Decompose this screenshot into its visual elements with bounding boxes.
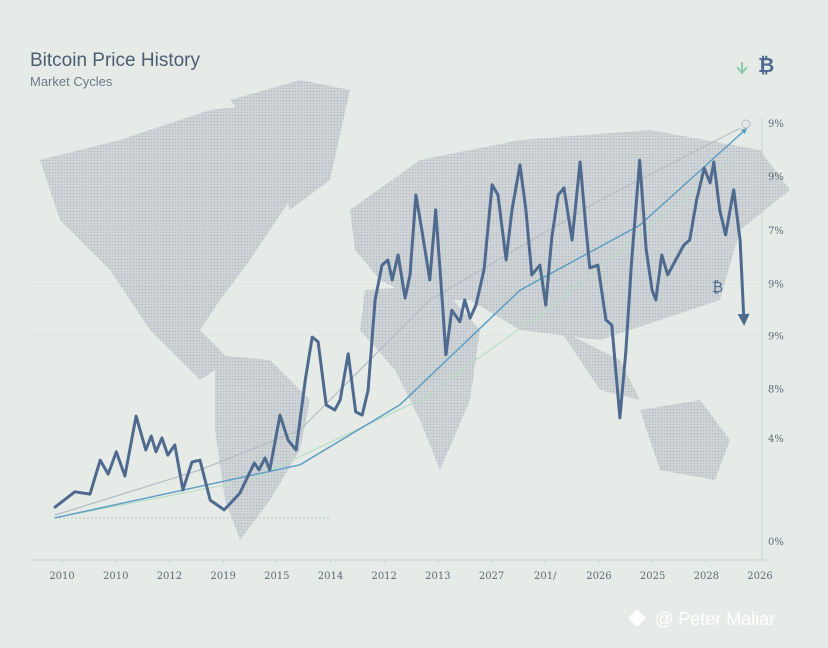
bitcoin-marker: ₿ [712,279,723,296]
x-tick-label: 2010 [49,571,74,582]
y-tick-label: 4% [768,434,784,445]
x-tick-label: 2026 [747,571,772,582]
x-tick-label: 2025 [640,571,665,582]
x-tick-label: 2019 [210,571,235,582]
series-line [54,127,741,516]
series-line [54,159,731,519]
series-line [54,127,748,519]
x-tick-label: 2026 [586,571,611,582]
down-icon [736,62,748,75]
x-tick-label: 201/ [534,571,557,582]
x-tick-label: 2013 [425,571,450,582]
x-tick-label: 2028 [694,571,719,582]
series-line [53,158,750,512]
x-tick-label: 2012 [371,571,396,582]
x-tick-label: 2015 [264,571,289,582]
bitcoin-badge: ₿ [758,55,774,77]
x-tick-label: 2014 [318,571,343,582]
x-tick-label: 2012 [157,571,182,582]
y-tick-label: 8% [768,385,784,396]
x-tick-label: 2010 [103,571,128,582]
x-tick-label: 2027 [479,571,504,582]
y-tick-label: 0% [768,537,784,548]
watermark-group: @ Peter Maliar [628,609,775,629]
world-map [40,80,790,540]
y-tick-label: 7% [768,226,784,237]
watermark: @ Peter Maliar [655,609,775,629]
y-tick-label: 9% [768,172,784,183]
y-tick-label: 9% [768,119,784,130]
y-tick-label: 9% [768,332,784,343]
watermark-icon [628,609,646,627]
chart-subtitle: Market Cycles [30,74,113,89]
y-tick-label: 9% [768,280,784,291]
chart-title: Bitcoin Price History [30,50,200,71]
